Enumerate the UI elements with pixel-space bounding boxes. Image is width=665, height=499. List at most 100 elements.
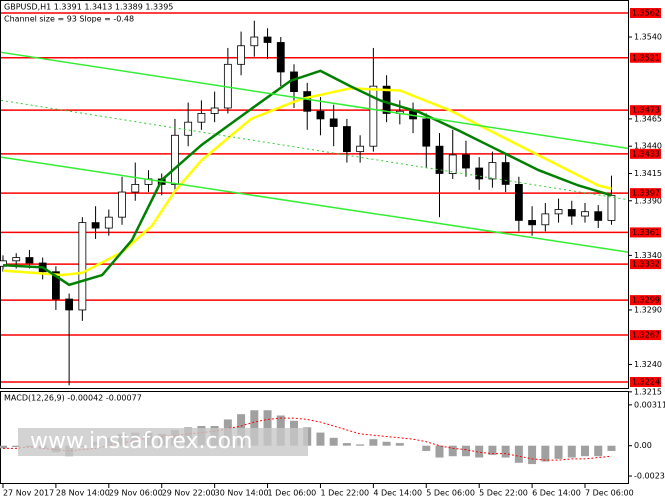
level-label: 1.3562 <box>632 9 660 18</box>
x-tick-label: 28 Nov 14:00 <box>56 489 110 498</box>
x-tick-label: 7 Dec 06:00 <box>585 489 634 498</box>
candle-body <box>514 184 523 221</box>
candle-body <box>581 211 589 217</box>
channel-info: Channel size = 93 Slope = -0.48 <box>4 15 134 24</box>
candle-body <box>475 167 484 180</box>
macd-bar <box>501 445 510 458</box>
indicator-line <box>2 69 612 287</box>
y-tick-label: 1.3290 <box>634 305 662 314</box>
candle-body <box>594 211 603 221</box>
macd-bar <box>356 444 365 446</box>
indicator-line <box>0 156 629 253</box>
macd-bar <box>607 445 616 451</box>
x-tick-label: 5 Dec 06:00 <box>426 489 475 498</box>
level-label-box <box>630 148 661 159</box>
candle-body <box>290 71 298 93</box>
y-tick-label: 0.00 <box>634 441 652 450</box>
candle-body <box>25 257 34 264</box>
macd-bar <box>475 445 484 458</box>
candle-body <box>356 145 365 153</box>
macd-bar <box>435 445 444 458</box>
macd-bar <box>488 445 497 455</box>
candle-body <box>541 213 550 226</box>
macd-bar <box>395 443 404 446</box>
y-tick-label: 1.3390 <box>634 196 662 205</box>
candle-body <box>131 184 140 193</box>
x-tick-label: 29 Nov 06:00 <box>109 489 163 498</box>
symbol-line: GBPUSD,H1 1.3391 1.3413 1.3389 1.3395 <box>4 3 173 12</box>
candle-body <box>237 45 245 65</box>
level-label-box <box>630 295 661 306</box>
level-label: 1.3332 <box>632 260 660 269</box>
y-tick-label: 0.00311 <box>634 400 665 409</box>
level-label-box <box>630 188 661 199</box>
candle-body <box>448 154 457 174</box>
y-tick-label: 1.3540 <box>634 33 662 42</box>
macd-bar <box>0 445 7 449</box>
level-label: 1.3361 <box>632 228 660 237</box>
x-tick-label: 6 Dec 14:00 <box>532 489 581 498</box>
macd-bar <box>342 443 351 446</box>
y-tick-label: 1.3415 <box>634 169 662 178</box>
candle-body <box>554 209 563 215</box>
watermark: www.instaforex.com <box>30 429 253 454</box>
macd-bar <box>422 445 431 451</box>
candle-body <box>567 209 576 217</box>
macd-bar <box>263 410 272 446</box>
macd-bar <box>528 445 537 465</box>
indicator-line <box>0 99 629 201</box>
macd-bar <box>448 445 457 457</box>
y-tick-label: 1.3240 <box>634 360 662 369</box>
level-label-box <box>630 105 661 116</box>
x-tick-label: 27 Nov 2017 <box>3 489 54 498</box>
watermark-box <box>18 428 308 456</box>
macd-bar <box>594 445 603 457</box>
level-label: 1.3433 <box>632 149 660 158</box>
y-tick-label: 1.3440 <box>634 142 662 151</box>
candle-body <box>488 162 497 180</box>
level-label-box <box>630 259 661 270</box>
level-label: 1.3267 <box>632 331 660 340</box>
macd-bar <box>329 437 338 446</box>
candle-body <box>382 85 391 114</box>
macd-bar <box>567 445 576 458</box>
macd-bar <box>514 445 523 463</box>
candle-body <box>369 85 378 147</box>
x-tick-label: 29 Nov 22:00 <box>162 489 216 498</box>
candle-body <box>65 298 74 311</box>
candle-body <box>462 154 470 169</box>
level-label-box <box>630 52 661 63</box>
candle-body <box>422 118 431 147</box>
candle-body <box>171 134 179 185</box>
macd-bar <box>541 445 550 462</box>
candle-body <box>210 107 219 114</box>
macd-bar <box>250 410 259 446</box>
candle-body <box>343 126 351 153</box>
candle-body <box>91 222 100 229</box>
level-label-box <box>630 376 661 387</box>
level-label-box <box>630 8 661 19</box>
macd-bar <box>461 445 470 457</box>
candle-body <box>303 91 312 112</box>
price-panel <box>0 0 629 389</box>
indicator-line <box>0 51 629 150</box>
y-tick-label: 1.3340 <box>634 251 662 260</box>
y-tick-label: 1.3215 <box>634 387 662 396</box>
candle-body <box>78 222 87 311</box>
candle-body <box>528 220 536 226</box>
candle-body <box>329 118 338 127</box>
candle-body <box>104 216 113 229</box>
level-label: 1.3299 <box>632 296 660 305</box>
level-label-box <box>630 330 661 341</box>
indicator-line <box>2 87 612 277</box>
macd-bar <box>382 441 391 446</box>
x-tick-label: 4 Dec 14:00 <box>373 489 422 498</box>
x-tick-label: 1 Dec 22:00 <box>320 489 369 498</box>
candle-body <box>435 145 444 174</box>
candle-body <box>118 191 126 218</box>
level-label-box <box>630 227 661 238</box>
level-label: 1.3473 <box>632 106 660 115</box>
candle-body <box>250 36 259 47</box>
